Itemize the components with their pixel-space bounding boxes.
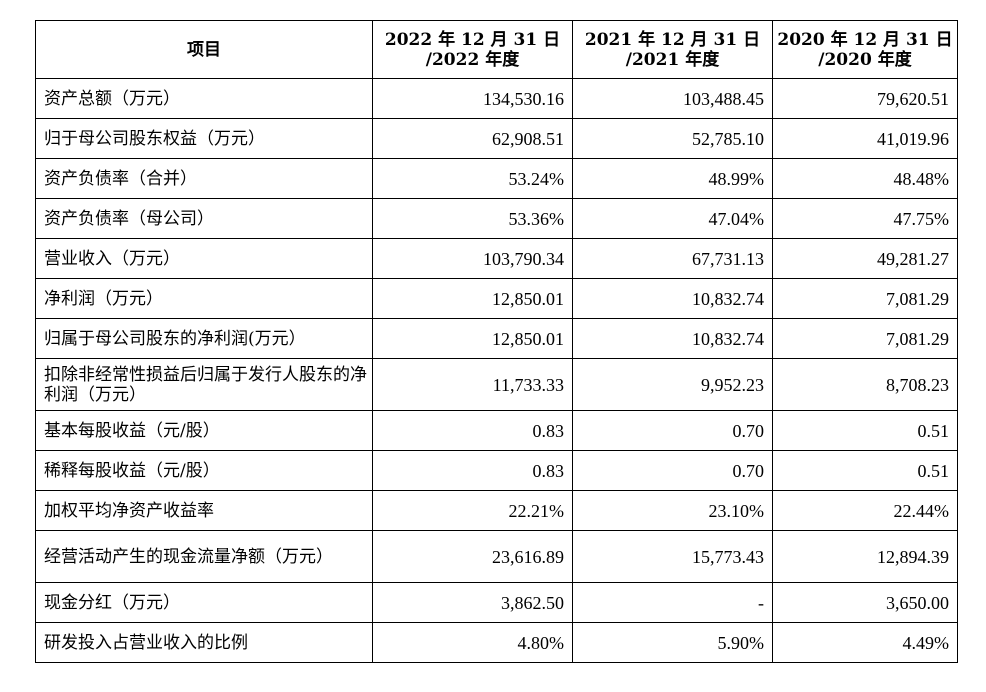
row-label: 研发投入占营业收入的比例 bbox=[35, 622, 373, 663]
value-2022: 53.24% bbox=[372, 158, 573, 199]
value-2022: 12,850.01 bbox=[372, 318, 573, 359]
header-2021-year: /2021 年度 bbox=[625, 49, 720, 70]
value-2021: 9,952.23 bbox=[572, 358, 773, 411]
value-2020: 7,081.29 bbox=[772, 278, 958, 319]
value-2022: 134,530.16 bbox=[372, 78, 573, 119]
row-label: 稀释每股收益（元/股） bbox=[35, 450, 373, 491]
value-2022: 4.80% bbox=[372, 622, 573, 663]
value-2020: 49,281.27 bbox=[772, 238, 958, 279]
value-2022: 0.83 bbox=[372, 410, 573, 451]
value-2022: 103,790.34 bbox=[372, 238, 573, 279]
row-label: 现金分红（万元） bbox=[35, 582, 373, 623]
row-label: 资产负债率（母公司） bbox=[35, 198, 373, 239]
header-2022-date: 2022 年 12 月 31 日 bbox=[384, 29, 561, 50]
header-2020-year: /2020 年度 bbox=[818, 49, 912, 70]
value-2020: 48.48% bbox=[772, 158, 958, 199]
value-2021: 15,773.43 bbox=[572, 530, 773, 583]
value-2021: 48.99% bbox=[572, 158, 773, 199]
table-row: 现金分红（万元） 3,862.50 - 3,650.00 bbox=[35, 582, 958, 623]
header-2022-year: /2022 年度 bbox=[425, 49, 520, 70]
value-2022: 53.36% bbox=[372, 198, 573, 239]
value-2020: 41,019.96 bbox=[772, 118, 958, 159]
value-2021: 0.70 bbox=[572, 450, 773, 491]
row-label: 扣除非经常性损益后归属于发行人股东的净利润（万元） bbox=[35, 358, 373, 411]
row-label: 资产总额（万元） bbox=[35, 78, 373, 119]
value-2022: 0.83 bbox=[372, 450, 573, 491]
table-row: 稀释每股收益（元/股） 0.83 0.70 0.51 bbox=[35, 450, 958, 491]
value-2021: 10,832.74 bbox=[572, 278, 773, 319]
value-2021: 52,785.10 bbox=[572, 118, 773, 159]
value-2020: 0.51 bbox=[772, 410, 958, 451]
value-2021: - bbox=[572, 582, 773, 623]
table-row: 研发投入占营业收入的比例 4.80% 5.90% 4.49% bbox=[35, 622, 958, 663]
table-row: 加权平均净资产收益率 22.21% 23.10% 22.44% bbox=[35, 490, 958, 531]
value-2020: 22.44% bbox=[772, 490, 958, 531]
value-2021: 47.04% bbox=[572, 198, 773, 239]
value-2021: 103,488.45 bbox=[572, 78, 773, 119]
table-row: 扣除非经常性损益后归属于发行人股东的净利润（万元） 11,733.33 9,95… bbox=[35, 358, 958, 411]
header-item: 项目 bbox=[35, 20, 373, 79]
value-2022: 23,616.89 bbox=[372, 530, 573, 583]
value-2020: 3,650.00 bbox=[772, 582, 958, 623]
financial-indicators-table: 项目 2022 年 12 月 31 日 /2022 年度 2021 年 12 月… bbox=[35, 20, 958, 663]
value-2022: 62,908.51 bbox=[372, 118, 573, 159]
table-row: 资产总额（万元） 134,530.16 103,488.45 79,620.51 bbox=[35, 78, 958, 119]
row-label: 基本每股收益（元/股） bbox=[35, 410, 373, 451]
header-2020: 2020 年 12 月 31 日 /2020 年度 bbox=[772, 20, 958, 79]
table-row: 归属于母公司股东的净利润(万元） 12,850.01 10,832.74 7,0… bbox=[35, 318, 958, 359]
row-label: 经营活动产生的现金流量净额（万元） bbox=[35, 530, 373, 583]
table-row: 资产负债率（母公司） 53.36% 47.04% 47.75% bbox=[35, 198, 958, 239]
table-row: 资产负债率（合并） 53.24% 48.99% 48.48% bbox=[35, 158, 958, 199]
value-2020: 47.75% bbox=[772, 198, 958, 239]
header-2020-date: 2020 年 12 月 31 日 bbox=[777, 29, 953, 50]
table-row: 基本每股收益（元/股） 0.83 0.70 0.51 bbox=[35, 410, 958, 451]
value-2021: 23.10% bbox=[572, 490, 773, 531]
value-2020: 79,620.51 bbox=[772, 78, 958, 119]
row-label: 营业收入（万元） bbox=[35, 238, 373, 279]
row-label: 资产负债率（合并） bbox=[35, 158, 373, 199]
value-2021: 5.90% bbox=[572, 622, 773, 663]
value-2020: 12,894.39 bbox=[772, 530, 958, 583]
header-2021: 2021 年 12 月 31 日 /2021 年度 bbox=[572, 20, 773, 79]
header-2021-date: 2021 年 12 月 31 日 bbox=[584, 29, 761, 50]
table-row: 归于母公司股东权益（万元） 62,908.51 52,785.10 41,019… bbox=[35, 118, 958, 159]
row-label: 归属于母公司股东的净利润(万元） bbox=[35, 318, 373, 359]
table-row: 营业收入（万元） 103,790.34 67,731.13 49,281.27 bbox=[35, 238, 958, 279]
header-item-label: 项目 bbox=[187, 39, 221, 60]
header-row: 项目 2022 年 12 月 31 日 /2022 年度 2021 年 12 月… bbox=[35, 20, 958, 79]
row-label: 净利润（万元） bbox=[35, 278, 373, 319]
value-2022: 22.21% bbox=[372, 490, 573, 531]
value-2021: 67,731.13 bbox=[572, 238, 773, 279]
value-2021: 10,832.74 bbox=[572, 318, 773, 359]
table-row: 经营活动产生的现金流量净额（万元） 23,616.89 15,773.43 12… bbox=[35, 530, 958, 583]
value-2020: 4.49% bbox=[772, 622, 958, 663]
value-2022: 12,850.01 bbox=[372, 278, 573, 319]
row-label: 归于母公司股东权益（万元） bbox=[35, 118, 373, 159]
value-2022: 11,733.33 bbox=[372, 358, 573, 411]
value-2020: 0.51 bbox=[772, 450, 958, 491]
value-2022: 3,862.50 bbox=[372, 582, 573, 623]
value-2020: 8,708.23 bbox=[772, 358, 958, 411]
value-2021: 0.70 bbox=[572, 410, 773, 451]
header-2022: 2022 年 12 月 31 日 /2022 年度 bbox=[372, 20, 573, 79]
table-row: 净利润（万元） 12,850.01 10,832.74 7,081.29 bbox=[35, 278, 958, 319]
row-label: 加权平均净资产收益率 bbox=[35, 490, 373, 531]
value-2020: 7,081.29 bbox=[772, 318, 958, 359]
